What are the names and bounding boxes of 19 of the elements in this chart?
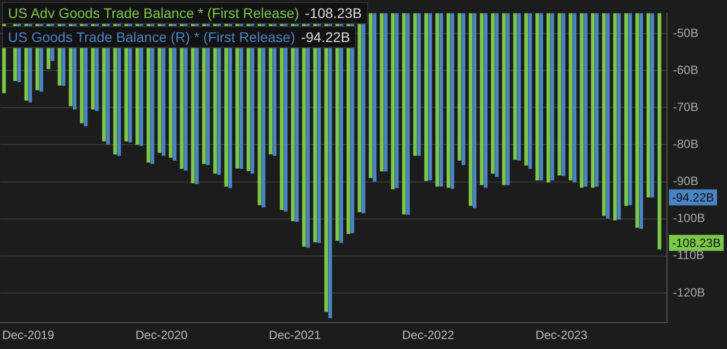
y-tick-label: -100B [673,211,706,226]
x-tick-label: Dec-2020 [136,328,188,342]
y-tick-label: -60B [673,62,698,77]
y-tick-label: -110B [673,248,704,262]
annotation: -94.22B [301,29,350,45]
series-label: US Adv Goods Trade Balance * (First Release) [8,5,300,21]
y-tick-label: -70B [673,100,698,114]
y-tick-label: -80B [673,137,698,152]
series-label: US Goods Trade Balance (R) * (First Release) [8,29,296,45]
x-tick-label: Dec-2023 [535,328,588,342]
y-tick-label: -120B [673,285,706,300]
text: -94.22B [672,190,714,205]
y-tick-label: -90B [673,174,698,188]
x-tick-label: Dec-2022 [402,328,454,342]
annotation: -108.23B [305,5,362,21]
x-tick-label: Dec-2021 [268,328,322,342]
text: -108.23B [672,236,721,250]
x-tick-label: Dec-2019 [2,328,55,342]
y-tick-label: -50B [673,26,698,40]
